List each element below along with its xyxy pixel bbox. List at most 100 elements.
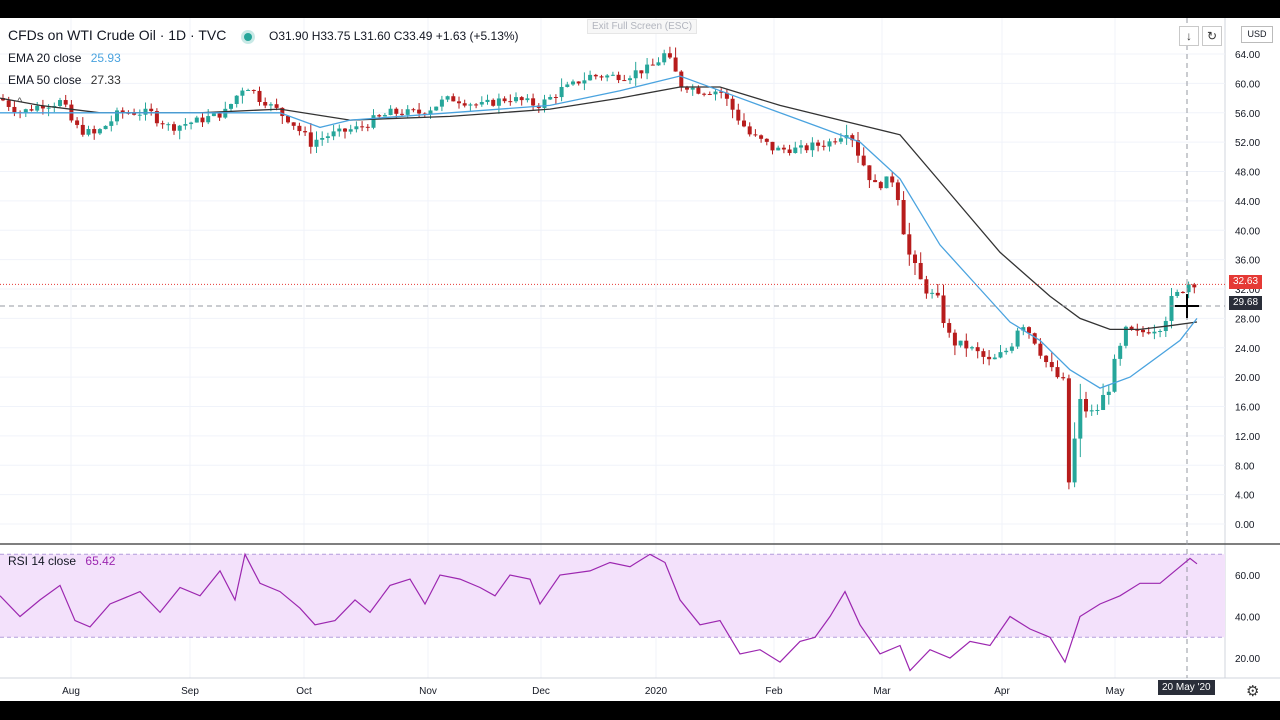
candle-body (605, 75, 610, 78)
price-tick-label: 8.00 (1235, 461, 1255, 472)
ema50-label[interactable]: EMA 50 close (8, 73, 82, 87)
candle-body (462, 103, 467, 106)
price-tick-label: 20.00 (1235, 373, 1260, 384)
price-tick-label: 12.00 (1235, 432, 1260, 443)
last-price-badge: 32.63 (1229, 275, 1263, 289)
candle-body (1055, 367, 1060, 378)
gear-icon[interactable]: ⚙ (1246, 683, 1260, 700)
candle-body (394, 108, 399, 114)
candle-body (382, 115, 387, 117)
candle-body (354, 126, 359, 130)
exit-fullscreen-hint[interactable]: Exit Full Screen (ESC) (587, 19, 698, 34)
scroll-down-icon[interactable]: ↓ (1179, 26, 1199, 46)
candle-body (491, 99, 496, 106)
candle-body (776, 147, 781, 151)
price-tick-label: 36.00 (1235, 256, 1260, 267)
candle-body (445, 96, 450, 100)
candle-body (474, 104, 479, 106)
candle-body (103, 125, 108, 130)
candle-body (827, 141, 832, 147)
market-open-icon (243, 32, 252, 41)
candle-body (656, 62, 661, 66)
candle-body (1027, 327, 1031, 334)
price-axis-background (1225, 18, 1280, 701)
time-tick-label: Mar (873, 686, 891, 697)
candle-body (610, 74, 615, 76)
candle-body (1123, 326, 1128, 346)
rsi-label[interactable]: RSI 14 close (8, 554, 77, 568)
candle-body (1158, 331, 1163, 333)
candle-body (673, 57, 678, 72)
candle-body (1186, 284, 1191, 293)
candle-body (80, 124, 85, 135)
candle-body (1072, 438, 1077, 483)
candle-body (137, 114, 142, 116)
candle-body (1101, 394, 1106, 410)
candle-body (987, 356, 992, 360)
candle-body (878, 182, 883, 189)
reset-chart-icon[interactable]: ↻ (1202, 26, 1222, 46)
candle-body (194, 117, 199, 123)
candle-body (280, 107, 285, 117)
candle-body (200, 117, 205, 123)
candle-body (565, 84, 570, 87)
candle-body (1169, 295, 1174, 321)
candle-body (873, 180, 878, 183)
bottom-letterbox (0, 701, 1280, 720)
ema20-label[interactable]: EMA 20 close (8, 51, 82, 65)
top-letterbox (0, 0, 1280, 18)
candle-body (291, 122, 296, 126)
candle-body (274, 104, 279, 108)
candle-body (935, 292, 940, 296)
candle-body (542, 99, 547, 108)
price-tick-label: 48.00 (1235, 168, 1260, 179)
currency-badge[interactable]: USD (1241, 26, 1273, 43)
chevron-up-icon[interactable]: ^ (17, 96, 23, 108)
price-tick-label: 52.00 (1235, 138, 1260, 149)
candle-body (736, 109, 741, 121)
chart-canvas[interactable]: 64.00 60.00 56.00 52.00 48.00 44.00 40.00 36.00… (0, 18, 1280, 701)
candle-body (75, 120, 80, 125)
candle-body (616, 74, 621, 81)
candle-body (696, 87, 701, 94)
candle-body (548, 97, 553, 100)
candle-body (257, 90, 262, 103)
candle-body (502, 98, 507, 102)
candle-body (1129, 326, 1134, 330)
candle-body (189, 122, 194, 125)
ema20-line[interactable] (0, 75, 1198, 389)
candle-body (371, 115, 376, 128)
candle-body (411, 109, 416, 111)
rsi-line[interactable] (0, 552, 1198, 672)
price-tick-label: 60.00 (1235, 79, 1260, 90)
candle-body (434, 106, 439, 111)
candle-body (485, 99, 490, 103)
candle-body (508, 101, 513, 103)
candle-body (764, 138, 769, 142)
candle-body (325, 136, 330, 139)
candle-body (913, 254, 917, 264)
candle-body (1032, 333, 1037, 344)
candle-body (907, 234, 912, 255)
candle-body (998, 352, 1003, 358)
candle-body (901, 200, 906, 235)
candle-body (1061, 377, 1066, 379)
candle-body (115, 110, 119, 122)
candle-body (400, 113, 404, 115)
candle-body (759, 135, 764, 139)
candle-body (23, 109, 28, 114)
candle-body (109, 121, 114, 126)
candle-body (314, 139, 319, 147)
price-tick-label: 24.00 (1235, 344, 1260, 355)
symbol-title[interactable]: CFDs on WTI Crude Oil · 1D · TVC (8, 27, 227, 43)
candle-body (246, 89, 251, 91)
candle-body (628, 78, 632, 81)
ohlc-values: O31.90 H33.75 L31.60 C33.49 +1.63 (+5.13… (269, 29, 519, 43)
ema50-line[interactable] (0, 86, 1198, 331)
candle-body (1089, 410, 1094, 412)
candle-body (308, 132, 313, 147)
candle-body (97, 129, 102, 134)
candle-body (576, 81, 581, 84)
crosshair-price-badge: 29.68 (1229, 296, 1263, 310)
candle-body (947, 323, 952, 333)
